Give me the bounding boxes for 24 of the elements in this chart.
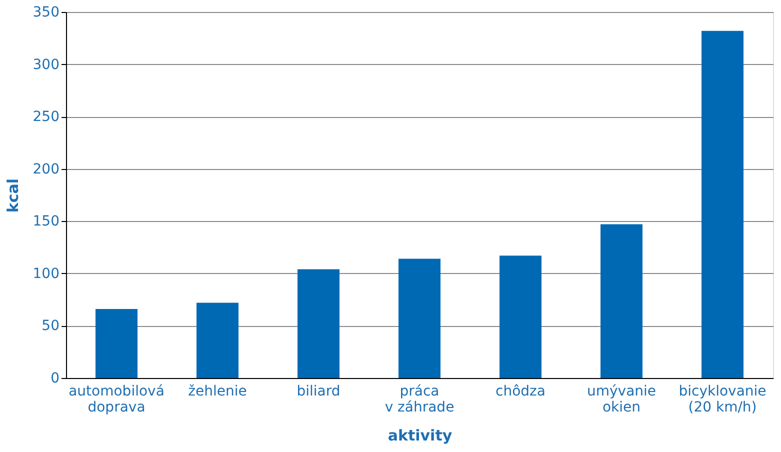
x-axis-title: aktivity — [388, 426, 452, 444]
x-tick-label: práca v záhrade — [384, 384, 454, 416]
y-axis-title: kcal — [4, 178, 22, 213]
bar — [298, 269, 340, 378]
x-tick-label: automobilová doprava — [68, 384, 164, 416]
y-tick-label: 100 — [32, 266, 60, 282]
y-tick-label: 300 — [32, 56, 60, 73]
x-tick-label: umývanie okien — [586, 384, 656, 416]
bar — [702, 30, 744, 378]
y-tick-label: 0 — [50, 370, 60, 386]
bar — [600, 224, 642, 378]
x-tick-label: biliard — [296, 384, 340, 400]
bar — [500, 256, 542, 378]
x-tick-label: chôdza — [496, 384, 546, 400]
bar — [196, 302, 238, 378]
y-tick-label: 250 — [32, 109, 60, 126]
bar — [96, 308, 138, 378]
x-tick-label: žehlenie — [188, 384, 247, 400]
y-tick-label: 350 — [32, 4, 60, 20]
y-tick-label: 150 — [32, 214, 60, 230]
bar — [398, 258, 440, 378]
y-tick-label: 50 — [42, 318, 60, 334]
y-tick-label: 200 — [32, 161, 60, 178]
x-tick-label: bicyklovanie (20 km/h) — [678, 384, 766, 416]
